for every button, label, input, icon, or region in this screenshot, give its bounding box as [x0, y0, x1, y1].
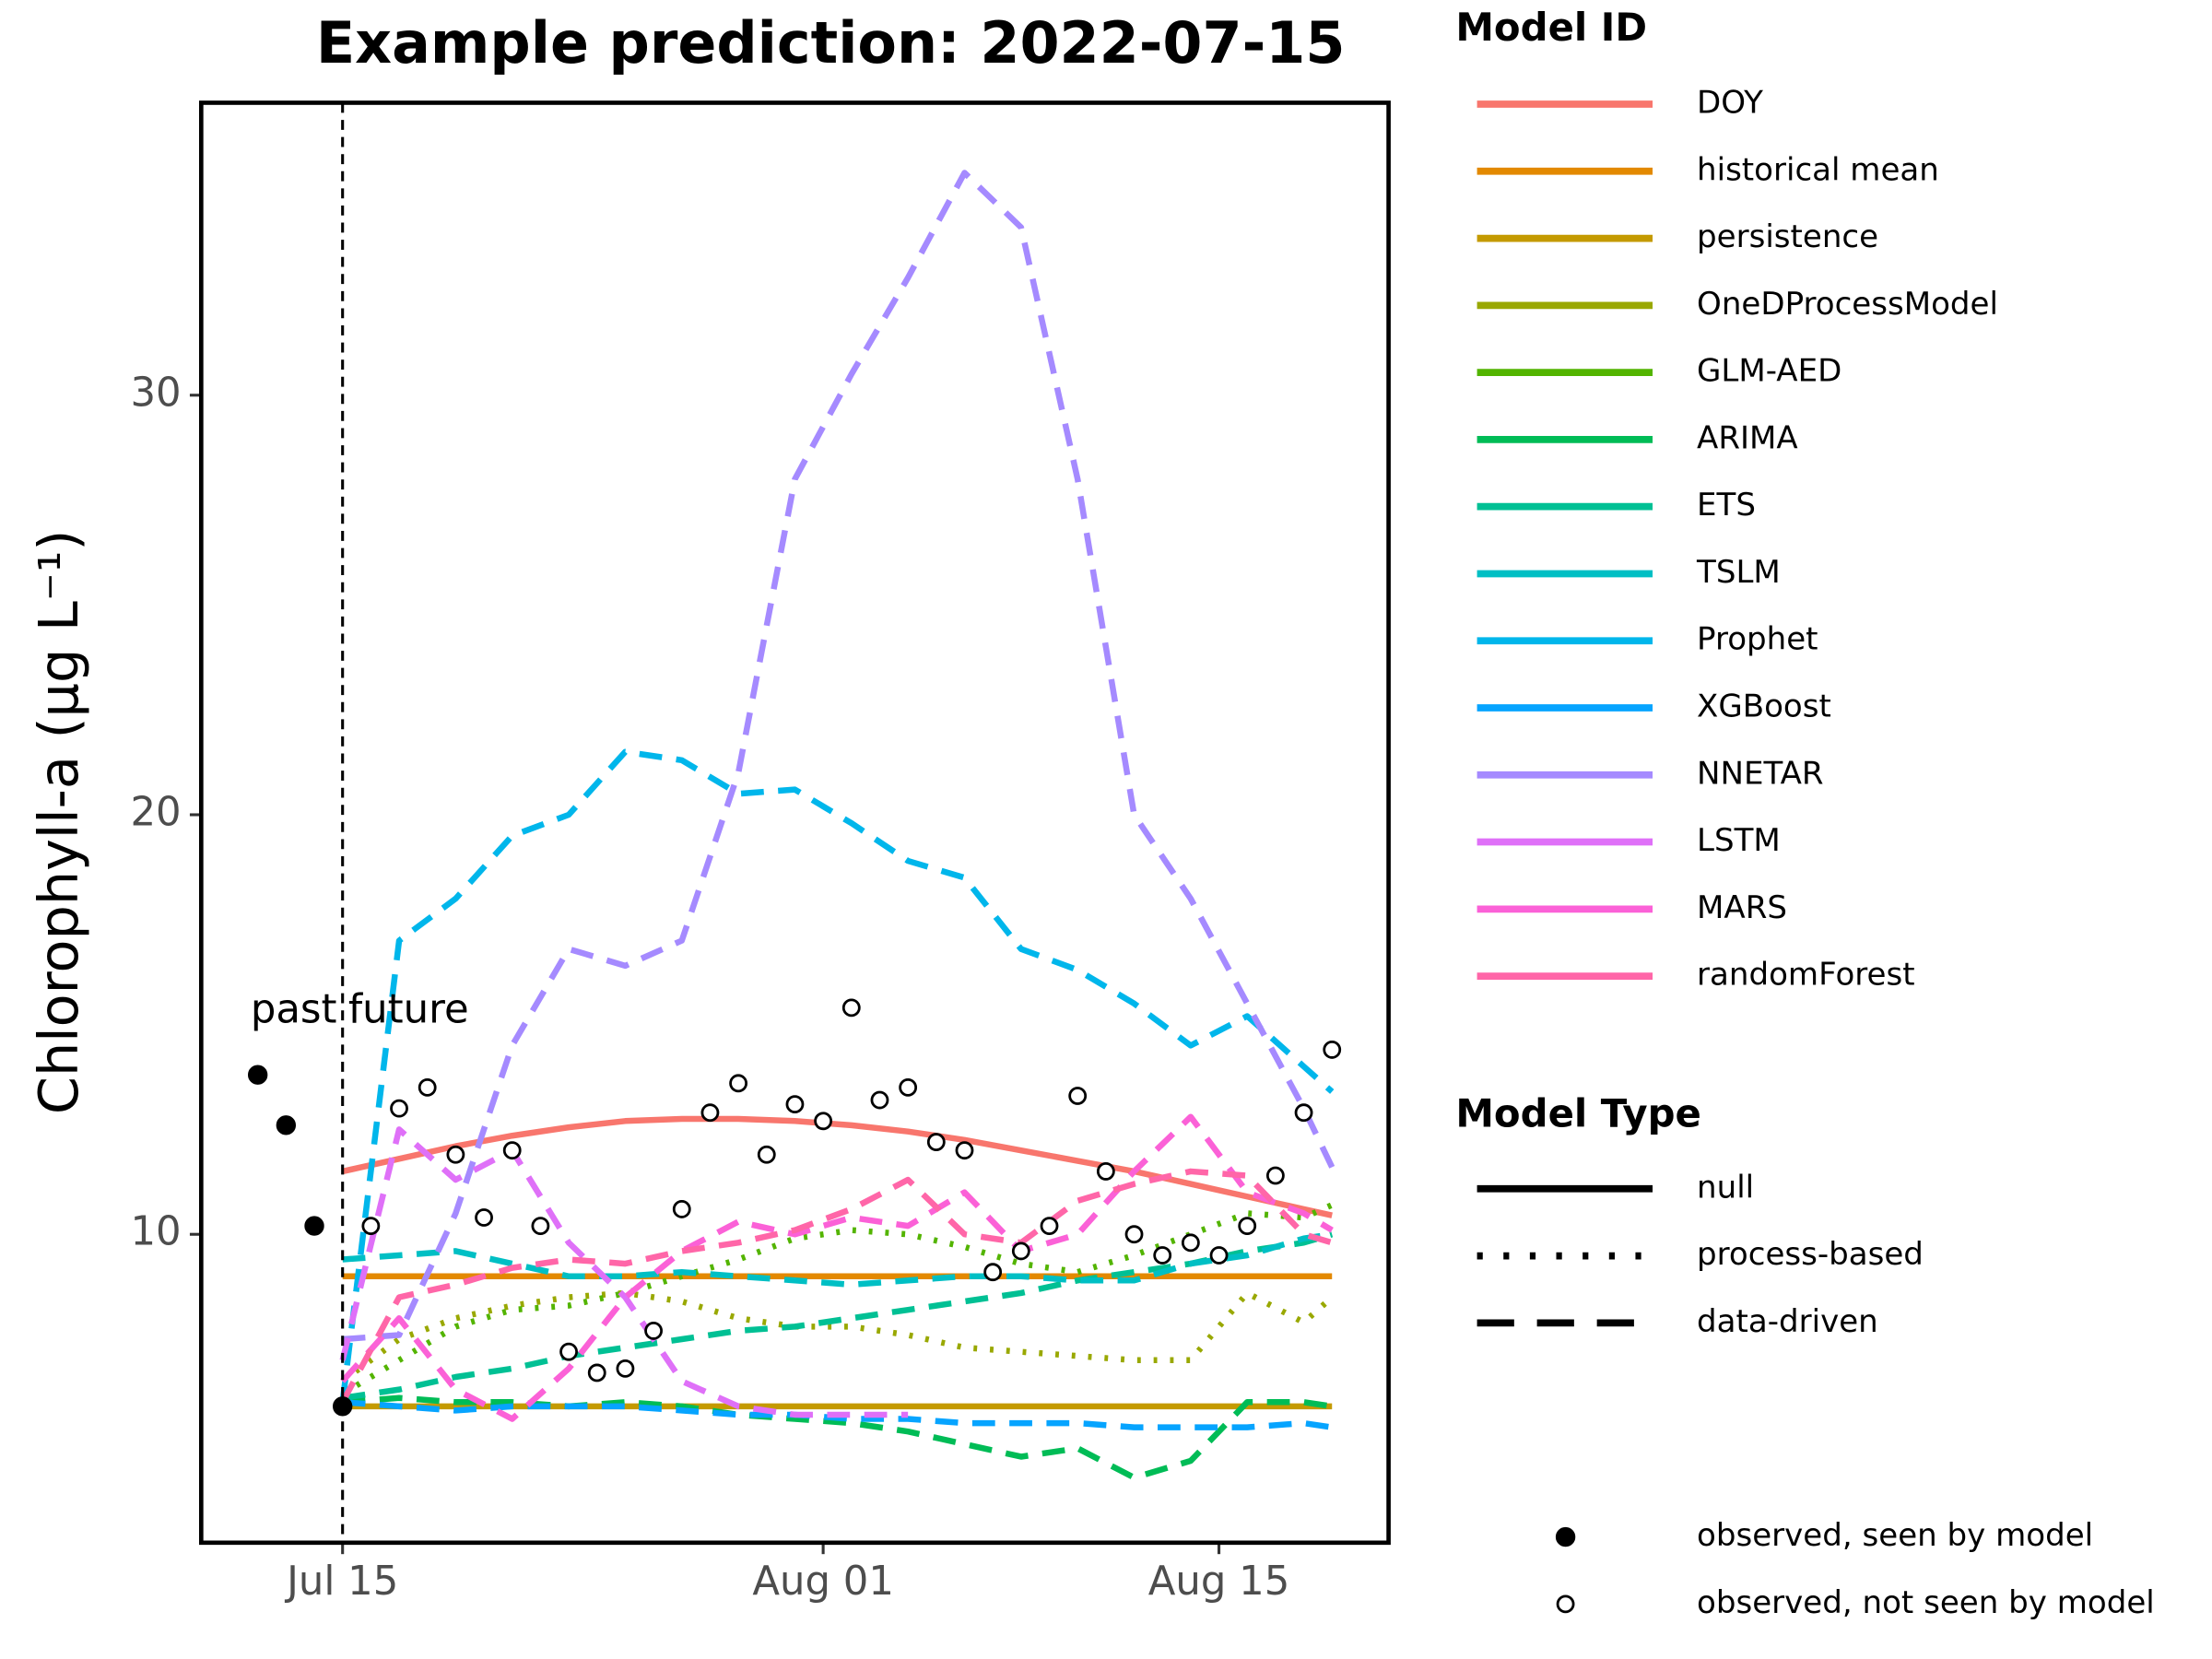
x-tick-label: Aug 01: [752, 1559, 894, 1605]
observation-point: [1040, 1217, 1059, 1236]
observation-point: [1323, 1041, 1342, 1059]
observation-point: [672, 1199, 691, 1218]
legend-label: DOY: [1697, 85, 1763, 122]
observation-point: [814, 1112, 833, 1131]
observation-point: [475, 1208, 493, 1227]
observation-point: [785, 1095, 805, 1114]
observation-point: [729, 1074, 748, 1093]
legend-title: Model Type: [1455, 1090, 1701, 1135]
observation-point: [446, 1145, 465, 1164]
legend-label: LSTM: [1697, 822, 1781, 859]
observation-point: [700, 1103, 720, 1123]
observation-point: [1294, 1103, 1313, 1123]
legend-label: OneDProcessModel: [1697, 286, 1998, 323]
observation-point: [333, 1396, 353, 1417]
y-tick-label: 30: [130, 370, 181, 416]
forecast-line: [339, 1168, 1334, 1404]
observation-point: [1153, 1246, 1172, 1265]
observation-point: [247, 1065, 268, 1085]
observation-point: [418, 1077, 437, 1097]
legend-label: persistence: [1697, 218, 1878, 255]
observation-point: [502, 1141, 522, 1160]
observation-point: [1238, 1217, 1257, 1236]
y-axis-label: Chlorophyll-a (µg L⁻¹): [27, 530, 90, 1114]
observation-point: [926, 1133, 946, 1151]
legend-label: NNETAR: [1697, 755, 1824, 792]
observation-point: [304, 1216, 324, 1236]
observation-point: [870, 1090, 889, 1110]
forecast-line: [342, 1399, 1333, 1430]
observation-point: [559, 1342, 578, 1361]
legend-label: observed, not seen by model: [1697, 1584, 2155, 1621]
forecast-line: [341, 1115, 1333, 1218]
observation-point: [1181, 1233, 1200, 1253]
legend-label: TSLM: [1696, 554, 1781, 591]
legend-label: process-based: [1697, 1236, 1924, 1273]
legend-label: null: [1697, 1169, 1754, 1206]
chart-title: Example prediction: 2022-07-15: [316, 10, 1346, 76]
legend-label: MARS: [1697, 889, 1787, 926]
forecast-line: [342, 1230, 1333, 1288]
legend-label: GLM-AED: [1697, 353, 1841, 390]
y-tick-label: 20: [130, 789, 181, 835]
legend-title: Model ID: [1455, 5, 1647, 50]
plot-frame: [198, 100, 1391, 1546]
observation-point: [1068, 1087, 1088, 1105]
observation-point: [899, 1077, 918, 1097]
legend-swatch: [1556, 1594, 1575, 1614]
forecast-line: [339, 1126, 909, 1418]
observation-point: [361, 1217, 381, 1236]
observation-point: [955, 1141, 974, 1160]
forecast-line: [340, 1113, 1334, 1422]
legend-label: historical mean: [1697, 151, 1939, 188]
forecast-line: [342, 1394, 1333, 1481]
observation-point: [531, 1217, 550, 1236]
legend-label: data-driven: [1697, 1303, 1878, 1340]
observation-point: [644, 1322, 663, 1340]
observation-point: [587, 1363, 606, 1382]
observation-point: [276, 1115, 297, 1135]
annotation: future: [348, 986, 469, 1032]
annotation: past: [251, 986, 337, 1032]
observation-point: [1209, 1246, 1229, 1265]
observation-point: [757, 1145, 776, 1164]
legend-label: Prophet: [1697, 621, 1818, 658]
observation-point: [390, 1099, 408, 1118]
x-tick-label: Jul 15: [284, 1559, 398, 1605]
observation-point: [1124, 1225, 1144, 1244]
legend-swatch: [1555, 1526, 1576, 1547]
forecast-line: [342, 170, 1335, 1343]
forecast-line: [339, 748, 1335, 1403]
observation-point: [841, 998, 861, 1018]
observation-point: [616, 1359, 635, 1378]
observation-point: [1096, 1162, 1115, 1181]
observation-point: [1011, 1241, 1030, 1261]
observation-point: [1265, 1166, 1285, 1185]
legend-label: observed, seen by model: [1697, 1517, 2093, 1554]
legend-label: XGBoost: [1697, 688, 1831, 725]
legend-label: ARIMA: [1697, 419, 1798, 456]
x-tick-label: Aug 15: [1148, 1559, 1290, 1605]
legend-label: ETS: [1697, 487, 1756, 524]
y-tick-label: 10: [130, 1209, 181, 1255]
legend-label: randomForest: [1697, 957, 1915, 994]
observation-point: [983, 1263, 1003, 1282]
